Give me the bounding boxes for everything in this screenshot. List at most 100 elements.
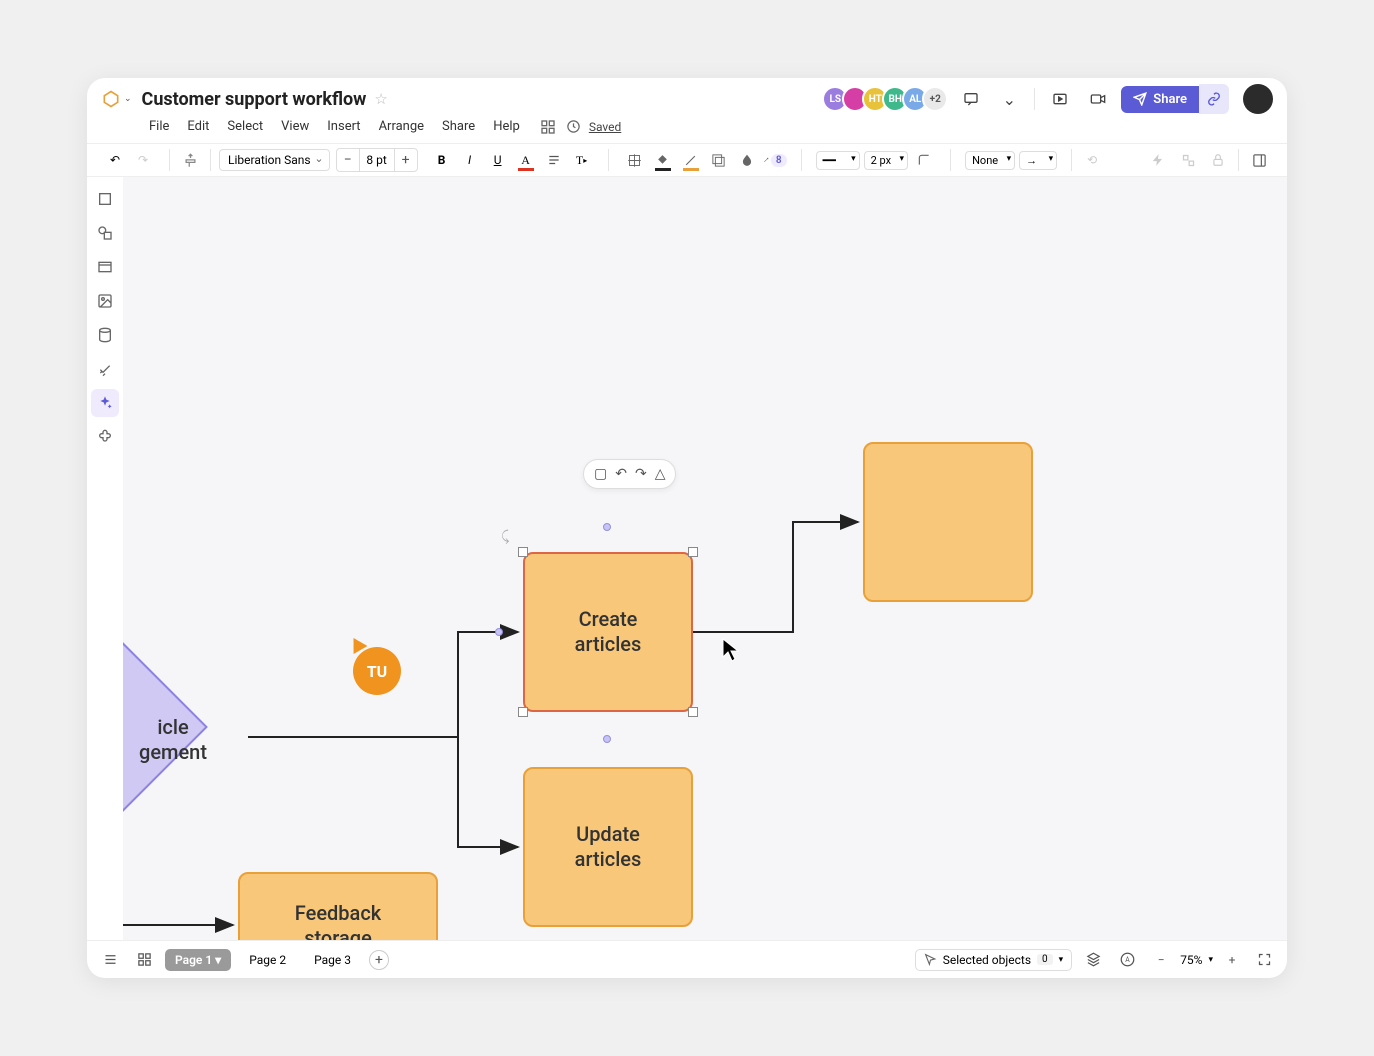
rotate-handle[interactable]: ⤹	[501, 529, 509, 545]
frame-tool-icon[interactable]	[91, 185, 119, 213]
align-button[interactable]	[542, 148, 566, 172]
opacity-button[interactable]	[735, 148, 759, 172]
connector-dot[interactable]	[495, 628, 503, 636]
document-title[interactable]: Customer support workflow	[142, 89, 367, 110]
corner-button[interactable]	[912, 148, 936, 172]
update-node[interactable]: Update articles	[523, 767, 693, 927]
underline-button[interactable]: U	[486, 148, 510, 172]
app-menu[interactable]: ⌄	[101, 89, 132, 109]
app-logo-icon	[101, 89, 121, 109]
undo-button[interactable]: ↶	[103, 148, 127, 172]
zoom-value[interactable]: 75%	[1180, 953, 1202, 967]
line-style-select[interactable]: ━━	[816, 151, 860, 170]
selection-handle-sw[interactable]	[518, 707, 528, 717]
italic-button[interactable]: I	[458, 148, 482, 172]
menu-arrange[interactable]: Arrange	[371, 116, 432, 137]
connector-dot[interactable]	[603, 523, 611, 531]
bold-button[interactable]: B	[430, 148, 454, 172]
zoom-out-button[interactable]: −	[1148, 947, 1174, 973]
comments-icon[interactable]	[956, 84, 986, 114]
history-icon[interactable]: Saved	[566, 119, 621, 134]
font-family-select[interactable]: Liberation Sans	[219, 149, 330, 171]
create-node[interactable]: Create articles	[523, 552, 693, 712]
fill-color-button[interactable]	[651, 148, 675, 172]
zoom-dropdown[interactable]: ▾	[1208, 955, 1213, 965]
layers-icon[interactable]	[1080, 947, 1106, 973]
redo-button[interactable]: ↷	[131, 148, 155, 172]
menu-help[interactable]: Help	[485, 116, 528, 137]
canvas[interactable]: icle gement Create articles	[123, 177, 1287, 940]
outline-icon[interactable]	[97, 947, 123, 973]
selection-handle-ne[interactable]	[688, 547, 698, 557]
menu-file[interactable]: File	[141, 116, 177, 137]
selected-count: 0	[1037, 954, 1053, 965]
flip-button[interactable]: ⟲	[1080, 148, 1104, 172]
add-page-button[interactable]: +	[369, 950, 389, 970]
lock-icon[interactable]	[1206, 148, 1230, 172]
panels-icon[interactable]	[1247, 148, 1271, 172]
workspace: icle gement Create articles	[87, 177, 1287, 940]
format-painter-button[interactable]	[178, 148, 202, 172]
menu-share[interactable]: Share	[434, 116, 483, 137]
font-size-increase[interactable]: +	[395, 149, 417, 171]
share-button[interactable]: Share	[1121, 86, 1199, 113]
arrow-end-select[interactable]: →	[1019, 151, 1057, 170]
menu-edit[interactable]: Edit	[179, 116, 217, 137]
grid-icon[interactable]	[131, 947, 157, 973]
magic-button[interactable]: 8	[763, 148, 787, 172]
toolbar: ↶ ↷ Liberation Sans − 8 pt + B I U A T▸	[87, 143, 1287, 177]
menu-select[interactable]: Select	[219, 116, 271, 137]
collaborator-avatars[interactable]: LS HT BH AL +2	[828, 86, 948, 112]
text-color-button[interactable]: A	[514, 148, 538, 172]
magic-badge: 8	[771, 154, 787, 167]
stroke-color-button[interactable]	[679, 148, 703, 172]
rocket-tool-icon[interactable]	[91, 355, 119, 383]
shapes-tool-icon[interactable]	[91, 219, 119, 247]
bolt-icon[interactable]	[1146, 148, 1170, 172]
redo-quick-icon[interactable]: ↷	[635, 466, 647, 482]
feedback-node[interactable]: Feedback storage	[238, 872, 438, 940]
present-icon[interactable]	[1045, 84, 1075, 114]
snap-button[interactable]	[623, 148, 647, 172]
line-width-select[interactable]: 2 px	[864, 151, 908, 170]
container-tool-icon[interactable]	[91, 253, 119, 281]
font-size-value[interactable]: 8 pt	[359, 149, 395, 171]
page-tab-2[interactable]: Page 2	[239, 949, 296, 971]
arrow-start-select[interactable]: None	[965, 151, 1015, 170]
quick-shape-palette[interactable]: ▢ ↶ ↷ △	[583, 459, 676, 489]
titlebar: ⌄ Customer support workflow ☆ LS HT BH A…	[87, 78, 1287, 114]
copy-link-button[interactable]	[1199, 84, 1229, 114]
star-icon[interactable]: ☆	[374, 90, 387, 108]
text-style-button[interactable]: T▸	[570, 148, 594, 172]
user-avatar[interactable]	[1243, 84, 1273, 114]
ai-tool-icon[interactable]	[91, 389, 119, 417]
share-label: Share	[1153, 92, 1187, 107]
selection-handle-se[interactable]	[688, 707, 698, 717]
connector-dot[interactable]	[603, 735, 611, 743]
page-tab-3[interactable]: Page 3	[304, 949, 361, 971]
undo-quick-icon[interactable]: ↶	[615, 466, 627, 482]
database-tool-icon[interactable]	[91, 321, 119, 349]
blank-node[interactable]	[863, 442, 1033, 602]
menu-insert[interactable]: Insert	[319, 116, 368, 137]
chevron-down-icon: ⌄	[124, 94, 132, 104]
bottombar: Page 1 ▾ Page 2 Page 3 + Selected object…	[87, 940, 1287, 978]
page-tab-1[interactable]: Page 1 ▾	[165, 949, 231, 971]
image-tool-icon[interactable]	[91, 287, 119, 315]
plugin-tool-icon[interactable]	[91, 423, 119, 451]
triangle-icon[interactable]: △	[655, 466, 666, 482]
zoom-in-button[interactable]: +	[1219, 947, 1245, 973]
shadow-button[interactable]	[707, 148, 731, 172]
record-icon[interactable]	[1083, 84, 1113, 114]
selected-objects-dropdown[interactable]: Selected objects 0 ▾	[915, 949, 1072, 971]
avatar-more[interactable]: +2	[922, 86, 948, 112]
chevron-down-icon[interactable]: ⌄	[994, 84, 1024, 114]
fullscreen-icon[interactable]	[1251, 947, 1277, 973]
selection-handle-nw[interactable]	[518, 547, 528, 557]
group-icon[interactable]	[1176, 148, 1200, 172]
extensions-icon[interactable]	[538, 117, 558, 137]
accessibility-icon[interactable]: A	[1114, 947, 1140, 973]
square-icon[interactable]: ▢	[594, 466, 607, 482]
menu-view[interactable]: View	[273, 116, 317, 137]
font-size-decrease[interactable]: −	[337, 149, 359, 171]
